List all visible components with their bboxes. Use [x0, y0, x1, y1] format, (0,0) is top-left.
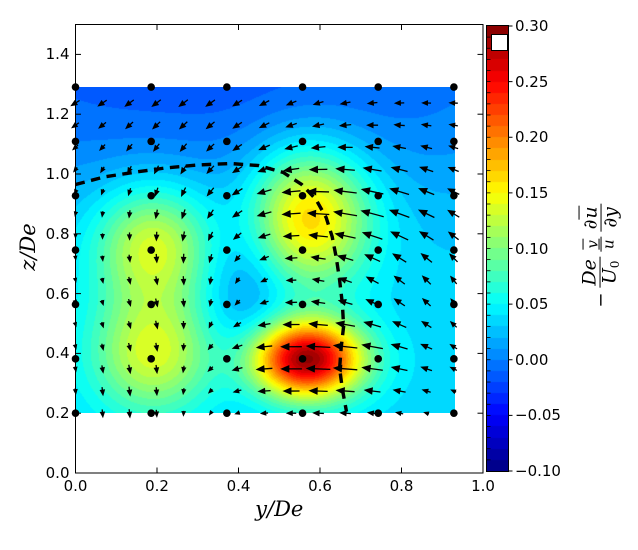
velocity-arrows [70, 99, 460, 419]
minus-sign: − [590, 292, 612, 308]
x-tick-label: 0.8 [389, 477, 414, 495]
measurement-dot [374, 355, 383, 363]
measurement-dot [71, 191, 80, 200]
y-tick-label: 1.0 [45, 165, 70, 183]
x-tick-label: 1.0 [471, 477, 495, 495]
colorbar-label: − De U0 v u ∂u ∂y [578, 202, 623, 308]
measurement-dot [298, 246, 307, 254]
contour-field-canvas [75, 86, 455, 413]
measurement-dot [450, 355, 458, 363]
y-tick-label: 0.2 [45, 404, 70, 423]
measurement-dot [71, 83, 80, 91]
colorbar-tick-label: −0.05 [515, 406, 561, 425]
measurement-dot [147, 191, 155, 200]
measurement-dot [147, 300, 155, 309]
y-tick-label: 0.8 [45, 224, 70, 243]
plot-border [75, 24, 484, 474]
measurement-dot [298, 409, 307, 418]
x-tick-label: 0.6 [308, 477, 332, 495]
measurement-dot [450, 83, 458, 91]
colorbar-tick-label: 0.15 [515, 183, 549, 202]
fraction: ∂u ∂y [578, 202, 621, 232]
x-tick-label: 0.2 [145, 477, 169, 495]
y-tick-label: 1.2 [45, 105, 70, 124]
measurement-dot [147, 409, 155, 418]
x-axis-label: y/De [255, 497, 304, 521]
measurement-dot [450, 246, 458, 254]
measurement-dot [298, 355, 307, 363]
colorbar-tick-label: 0.05 [515, 295, 549, 314]
measurement-dot [298, 191, 307, 200]
x-tick-label: 0.0 [63, 477, 88, 495]
measurement-dot [71, 246, 80, 254]
measurement-dot [147, 137, 155, 146]
colorbar-tick-label: 0.00 [515, 350, 549, 369]
measurement-dot [147, 83, 155, 91]
measurement-dot [374, 137, 383, 146]
measurement-dot [147, 355, 155, 363]
jet-boundary-dashed-line [75, 161, 349, 413]
measurement-dot [223, 409, 231, 418]
y-tick-label: 0.4 [45, 344, 70, 363]
colorbar-tick-label: −0.10 [515, 462, 561, 480]
y-tick-label: 0.0 [45, 464, 70, 482]
y-tick-label: 0.6 [45, 284, 70, 303]
measurement-dot [450, 137, 458, 146]
measurement-dot [374, 246, 383, 254]
measurement-dot [223, 83, 231, 91]
white-square-marker [491, 33, 508, 51]
measurement-dot [223, 137, 231, 146]
colorbar-canvas [487, 26, 508, 471]
x-tick-label: 0.4 [226, 477, 251, 495]
measurement-dot [374, 409, 383, 418]
measurement-dot [223, 246, 231, 254]
measurement-dot [298, 300, 307, 309]
colorbar-tick-label: 0.10 [515, 239, 549, 258]
colorbar-tick-label: 0.25 [515, 72, 549, 91]
colorbar-tick-label: 0.20 [515, 128, 549, 147]
measurement-dot [223, 355, 231, 363]
y-tick-label: 1.4 [45, 45, 70, 64]
colorbar-tick-label: 0.30 [515, 17, 549, 35]
measurement-dot [223, 300, 231, 309]
fraction: De U0 [578, 257, 623, 288]
measurement-dot [374, 83, 383, 91]
measurement-dot [298, 137, 307, 146]
measurement-dot [223, 191, 231, 200]
measurement-dot [71, 137, 80, 146]
measurement-dot [71, 300, 80, 309]
measurement-dot [298, 83, 307, 91]
measurement-dot [71, 355, 80, 363]
measurement-dot [147, 246, 155, 254]
